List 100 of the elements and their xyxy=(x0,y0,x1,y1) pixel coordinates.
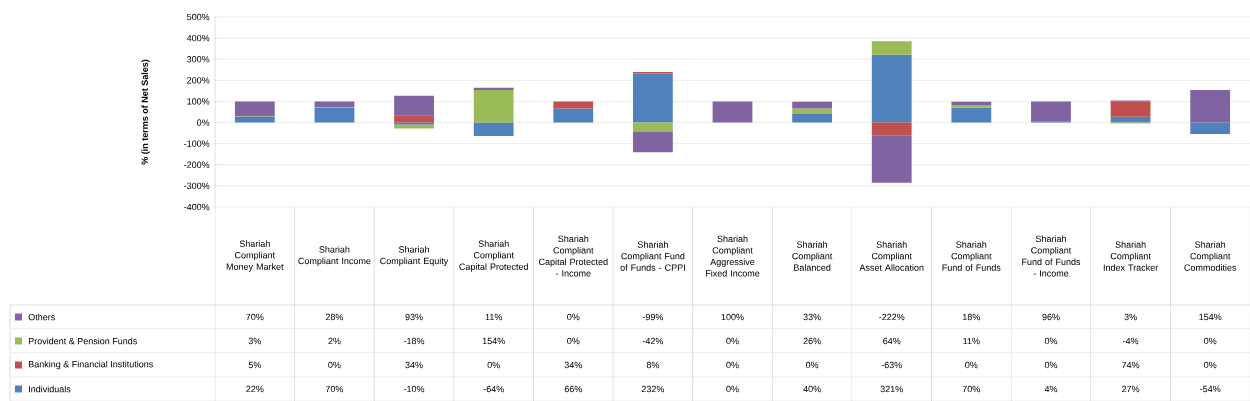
bar xyxy=(394,122,434,125)
bar xyxy=(314,107,355,123)
bar xyxy=(1190,122,1231,134)
data-label: 66% xyxy=(564,385,582,393)
data-label: 93% xyxy=(405,313,423,321)
y-tick-label: -200% xyxy=(184,161,210,168)
data-label: 4% xyxy=(1044,385,1058,393)
data-label: 0% xyxy=(1204,361,1217,369)
x-tick-label: Shariah Compliant Capital Protected - Income xyxy=(539,235,608,277)
bar xyxy=(473,90,514,123)
bar xyxy=(871,135,912,183)
data-label: 70% xyxy=(962,385,980,393)
data-label: 5% xyxy=(248,361,261,369)
x-tick-label: Shariah Compliant Balanced xyxy=(792,241,833,271)
x-tick-label: Shariah Compliant Money Market xyxy=(226,240,284,272)
x-tick-label: Shariah Compliant Fund of Funds - Income xyxy=(1022,235,1081,277)
x-tick-label: Shariah Compliant Commodities xyxy=(1184,241,1237,271)
y-tick-label: 300% xyxy=(187,56,210,63)
bar xyxy=(951,105,992,108)
bar xyxy=(394,95,434,116)
data-label: 74% xyxy=(1122,361,1140,369)
bar xyxy=(1110,116,1151,123)
data-label: 2% xyxy=(328,337,341,345)
data-label: 0% xyxy=(965,361,978,369)
y-tick-label: 200% xyxy=(187,77,210,84)
data-label: 0% xyxy=(567,337,580,345)
bar xyxy=(951,107,992,123)
data-label: 321% xyxy=(880,385,903,393)
bar xyxy=(792,101,833,109)
data-label: 154% xyxy=(1199,313,1222,321)
x-tick-label: Shariah Compliant Index Tracker xyxy=(1103,241,1159,271)
data-label: 100% xyxy=(721,313,744,321)
data-label: 0% xyxy=(487,361,500,369)
data-label: -18% xyxy=(403,337,425,345)
data-label: 96% xyxy=(1042,313,1060,321)
legend-label: Individuals xyxy=(29,385,71,393)
data-label: 22% xyxy=(246,385,264,393)
bar xyxy=(473,122,514,137)
data-label: -54% xyxy=(1200,385,1221,393)
data-label: 11% xyxy=(963,337,980,345)
data-label: 8% xyxy=(646,361,660,369)
data-label: 27% xyxy=(1122,385,1140,393)
data-label: -64% xyxy=(483,385,504,393)
data-label: 0% xyxy=(1204,337,1217,345)
data-label: 3% xyxy=(1124,313,1137,321)
x-tick-label: Shariah Compliant Asset Allocation xyxy=(859,241,924,271)
data-label: -99% xyxy=(642,313,664,321)
x-tick-label: Shariah Compliant Equity xyxy=(380,246,449,266)
y-tick-label: -300% xyxy=(184,182,210,190)
data-label: 154% xyxy=(482,337,505,345)
data-label: 11% xyxy=(485,313,503,321)
y-tick-label: -100% xyxy=(184,140,210,147)
bar xyxy=(632,122,673,132)
data-label: -222% xyxy=(879,313,905,321)
data-label: 0% xyxy=(1044,361,1058,369)
data-label: 26% xyxy=(803,337,821,345)
bar xyxy=(632,131,673,153)
bar xyxy=(234,117,275,123)
bar xyxy=(632,73,673,123)
bar xyxy=(871,122,912,136)
data-label: 0% xyxy=(328,361,341,369)
data-label: 70% xyxy=(246,313,264,321)
data-label: 33% xyxy=(803,313,821,321)
bar xyxy=(553,101,594,109)
data-label: 0% xyxy=(726,361,739,369)
y-tick-label: -400% xyxy=(184,203,210,211)
bar xyxy=(792,114,833,123)
data-label: -4% xyxy=(1123,337,1139,345)
x-tick-label: Shariah Compliant Aggressive Fixed Income xyxy=(705,235,760,277)
legend-label: Provident & Pension Funds xyxy=(28,337,137,345)
bar xyxy=(234,101,275,117)
data-label: 0% xyxy=(726,385,739,393)
data-label: -10% xyxy=(403,385,425,393)
data-label: 40% xyxy=(803,385,821,393)
data-label: 70% xyxy=(325,385,344,393)
x-tick-label: Shariah Compliant Income xyxy=(298,246,371,266)
bar xyxy=(1031,101,1071,122)
data-label: -42% xyxy=(642,337,664,345)
bar xyxy=(871,54,912,123)
data-label: -63% xyxy=(881,361,902,369)
bar xyxy=(792,108,833,115)
data-label: 28% xyxy=(325,313,344,321)
data-label: 232% xyxy=(641,385,665,393)
data-label: 18% xyxy=(962,313,980,321)
bar xyxy=(1110,101,1151,117)
x-tick-label: Shariah Compliant Capital Protected xyxy=(459,240,528,272)
bar xyxy=(314,101,355,108)
bar xyxy=(871,41,912,55)
data-label: 34% xyxy=(405,361,423,369)
x-tick-label: Shariah Compliant Fund of Funds xyxy=(942,241,1001,271)
x-tick-label: Shariah Compliant Fund of Funds - CPPI xyxy=(620,241,685,271)
bar xyxy=(553,108,594,123)
bar xyxy=(1190,90,1231,123)
data-label: 34% xyxy=(564,361,582,369)
data-label: 0% xyxy=(726,337,739,345)
legend-label: Banking & Financial Institutions xyxy=(28,360,153,370)
bar xyxy=(394,115,434,123)
data-label: 3% xyxy=(248,337,261,345)
y-axis-title: % (in terms of Net Sales) xyxy=(141,59,150,165)
data-label: 64% xyxy=(883,337,901,345)
